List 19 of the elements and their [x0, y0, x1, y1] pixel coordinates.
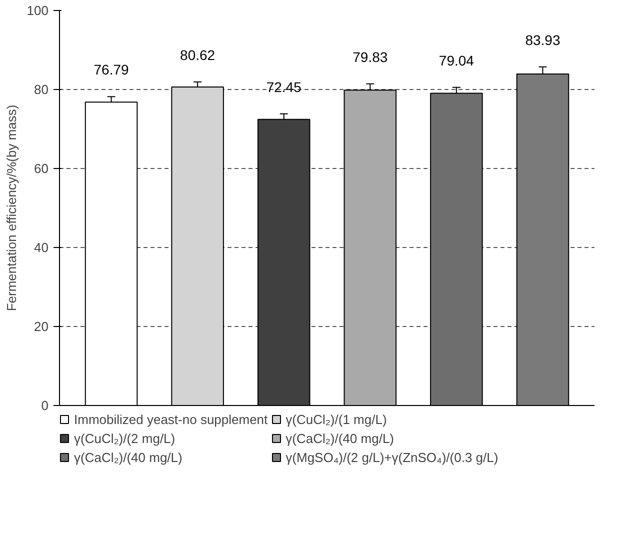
- y-tick-label: 40: [34, 240, 49, 255]
- data-label: 76.79: [94, 62, 130, 78]
- legend-label: γ(CuCl₂)/(2 mg/L): [74, 430, 176, 446]
- data-label: 72.45: [266, 78, 302, 95]
- legend-label: γ(CaCl₂)/(40 mg/L): [286, 430, 394, 446]
- y-tick-label: 20: [34, 319, 49, 334]
- legend-label: γ(MgSO₄)/(2 g/L)+γ(ZnSO₄)/(0.3 g/L): [286, 449, 498, 465]
- data-label: 83.93: [525, 32, 560, 48]
- legend-label: γ(CuCl₂)/(1 mg/L): [286, 411, 387, 427]
- y-tick-label: 0: [41, 398, 49, 413]
- y-axis-title: Fermentation efficiency/%(by mass): [4, 104, 19, 312]
- y-tick-label: 80: [34, 82, 49, 97]
- y-tick-label: 100: [26, 3, 49, 18]
- legend-label: Immobilized yeast-no supplement: [74, 411, 268, 427]
- legend-label: γ(CaCl₂)/(40 mg/L): [74, 449, 182, 465]
- data-label: 79.83: [352, 48, 388, 65]
- data-label: 80.62: [180, 46, 216, 63]
- y-tick-label: 60: [34, 161, 49, 176]
- data-label: 79.04: [438, 52, 474, 68]
